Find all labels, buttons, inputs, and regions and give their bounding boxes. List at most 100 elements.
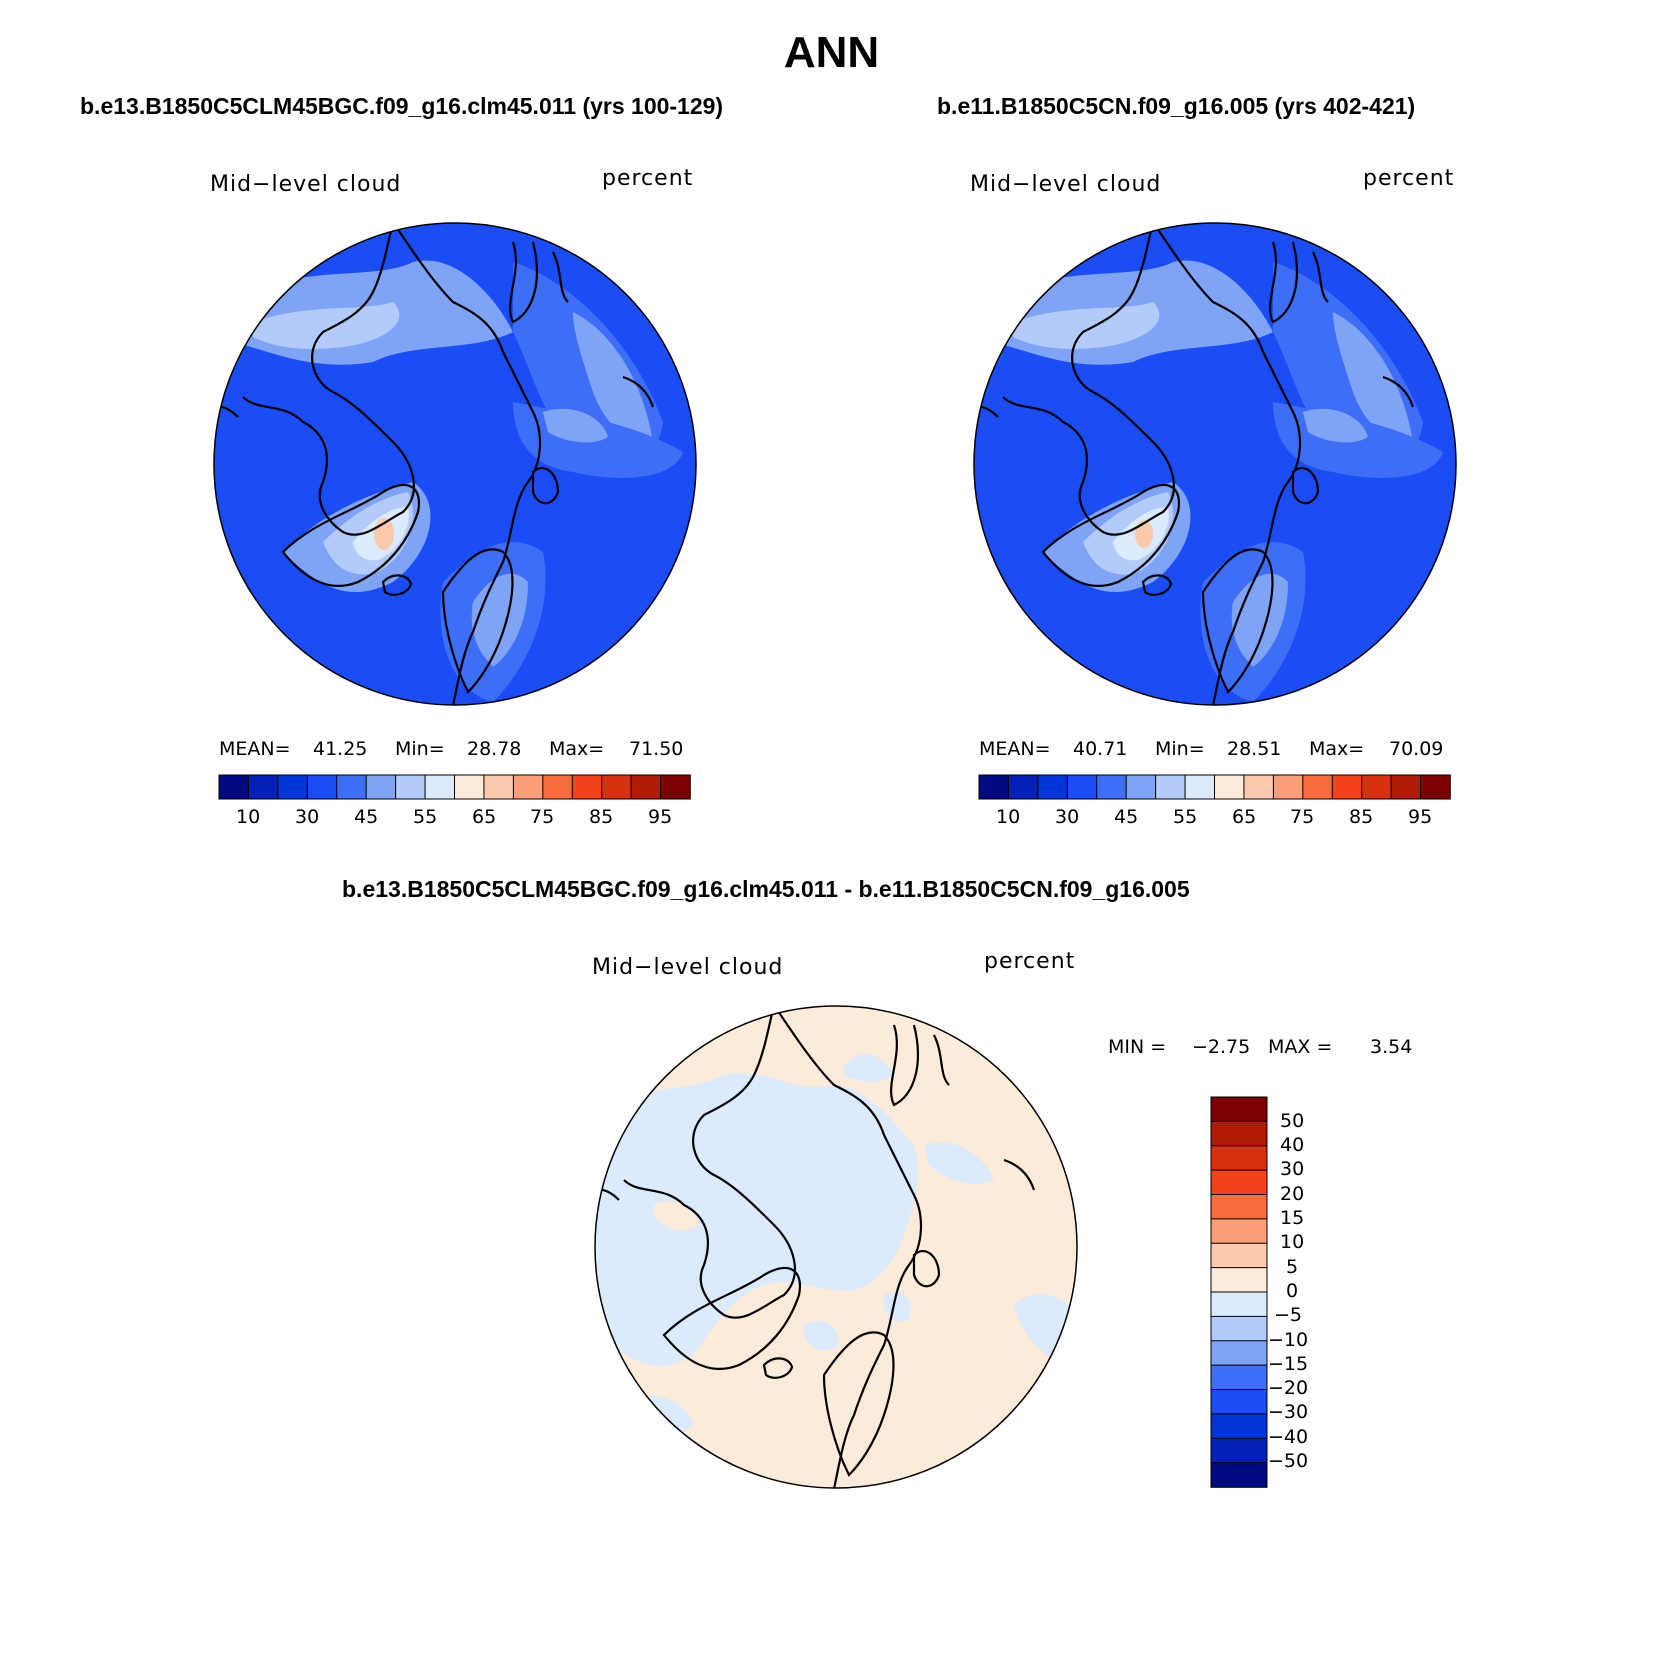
difference-units-label: percent	[984, 949, 1076, 974]
difference-colorbar-tick: −50	[1268, 1450, 1309, 1472]
difference-colorbar-tick: 15	[1280, 1207, 1305, 1229]
panel-2-colorbar-tick: 45	[1114, 806, 1139, 828]
panel-2-min-label: Min=	[1155, 738, 1205, 760]
colorbar-swatch	[1210, 1364, 1268, 1391]
colorbar-swatch	[1272, 774, 1304, 800]
panel-2-colorbar-tick: 10	[996, 806, 1021, 828]
colorbar-swatch	[483, 774, 515, 800]
panel-1-polar-map	[213, 222, 697, 706]
difference-colorbar-tick: −30	[1268, 1401, 1309, 1423]
panel-1-colorbar-tick: 55	[413, 806, 438, 828]
difference-colorbar-tick: 50	[1280, 1110, 1305, 1132]
colorbar-swatch	[1331, 774, 1363, 800]
colorbar-swatch	[1420, 774, 1451, 800]
panel-2-colorbar	[978, 774, 1451, 800]
panel-1-variable-label: Mid−level cloud	[210, 172, 402, 197]
difference-colorbar-tick: −15	[1268, 1353, 1309, 1375]
colorbar-swatch	[1210, 1096, 1268, 1123]
colorbar-swatch	[1390, 774, 1422, 800]
panel-1-case-title: b.e13.B1850C5CLM45BGC.f09_g16.clm45.011 …	[80, 93, 724, 119]
colorbar-swatch	[1361, 774, 1392, 800]
panel-2-colorbar-tick: 55	[1173, 806, 1198, 828]
difference-colorbar-tick: −20	[1268, 1377, 1309, 1399]
panel-2-colorbar-tick: 95	[1408, 806, 1433, 828]
panel-2-mean-label: MEAN=	[979, 738, 1051, 760]
colorbar-swatch	[277, 774, 309, 800]
colorbar-swatch	[1210, 1218, 1268, 1245]
colorbar-swatch	[1210, 1120, 1268, 1147]
panel-1-min-label: Min=	[395, 738, 445, 760]
panel-2-colorbar-tick: 65	[1232, 806, 1257, 828]
colorbar-swatch	[1210, 1340, 1268, 1366]
colorbar-swatch	[336, 774, 367, 800]
colorbar-swatch	[1096, 774, 1127, 800]
colorbar-swatch	[1210, 1145, 1268, 1171]
colorbar-swatch	[1210, 1291, 1268, 1318]
colorbar-swatch	[365, 774, 397, 800]
colorbar-swatch	[1210, 1413, 1268, 1440]
panel-2-polar-map	[973, 222, 1457, 706]
difference-colorbar-tick: 5	[1286, 1256, 1299, 1278]
panel-1-colorbar	[218, 774, 691, 800]
panel-1-mean-label: MEAN=	[219, 738, 291, 760]
difference-colorbar-tick: 10	[1280, 1231, 1305, 1253]
difference-polar-map	[594, 1005, 1078, 1489]
colorbar-swatch	[1210, 1389, 1268, 1415]
difference-case-title: b.e13.B1850C5CLM45BGC.f09_g16.clm45.011 …	[342, 876, 1190, 902]
colorbar-swatch	[424, 774, 456, 800]
difference-colorbar-tick: 40	[1280, 1134, 1305, 1156]
colorbar-swatch	[1243, 774, 1275, 800]
colorbar-swatch	[1210, 1194, 1268, 1220]
difference-colorbar-tick: −10	[1268, 1329, 1309, 1351]
colorbar-swatch	[1066, 774, 1098, 800]
difference-max-label: MAX =	[1268, 1036, 1333, 1058]
difference-colorbar-tick: 30	[1280, 1158, 1305, 1180]
colorbar-swatch	[247, 774, 279, 800]
colorbar-swatch	[1210, 1242, 1268, 1269]
difference-min-value: −2.75	[1192, 1036, 1251, 1058]
colorbar-swatch	[1007, 774, 1039, 800]
difference-colorbar-tick: −5	[1274, 1304, 1303, 1326]
difference-min-label: MIN =	[1108, 1036, 1167, 1058]
difference-colorbar-tick: 0	[1286, 1280, 1299, 1302]
panel-2-case-title: b.e11.B1850C5CN.f09_g16.005 (yrs 402-421…	[937, 93, 1416, 119]
panel-1-min-value: 28.78	[467, 738, 522, 760]
difference-variable-label: Mid−level cloud	[592, 955, 784, 980]
colorbar-swatch	[1210, 1462, 1268, 1488]
panel-2-colorbar-tick: 85	[1349, 806, 1374, 828]
colorbar-swatch	[1210, 1315, 1268, 1342]
panel-1-colorbar-tick: 85	[589, 806, 614, 828]
colorbar-swatch	[1210, 1437, 1268, 1464]
panel-1-colorbar-tick: 65	[472, 806, 497, 828]
panel-2-max-value: 70.09	[1389, 738, 1444, 760]
panel-2-min-value: 28.51	[1227, 738, 1282, 760]
panel-1-colorbar-tick: 45	[354, 806, 379, 828]
panel-1-colorbar-tick: 95	[648, 806, 673, 828]
colorbar-swatch	[978, 774, 1010, 800]
colorbar-swatch	[1125, 774, 1157, 800]
colorbar-swatch	[630, 774, 662, 800]
colorbar-swatch	[306, 774, 338, 800]
panel-2-units-label: percent	[1363, 166, 1455, 191]
colorbar-swatch	[1302, 774, 1334, 800]
difference-colorbar-tick: −40	[1268, 1426, 1309, 1448]
colorbar-swatch	[512, 774, 544, 800]
colorbar-swatch	[1184, 774, 1216, 800]
colorbar-swatch	[660, 774, 691, 800]
panel-1-mean-value: 41.25	[313, 738, 368, 760]
panel-1-colorbar-tick: 30	[295, 806, 320, 828]
panel-2-mean-value: 40.71	[1073, 738, 1128, 760]
colorbar-swatch	[542, 774, 574, 800]
difference-colorbar-tick: 20	[1280, 1183, 1305, 1205]
difference-max-value: 3.54	[1370, 1036, 1413, 1058]
panel-1-colorbar-tick: 75	[530, 806, 555, 828]
colorbar-swatch	[1037, 774, 1069, 800]
colorbar-swatch	[1214, 774, 1245, 800]
colorbar-swatch	[1155, 774, 1186, 800]
panel-1-max-label: Max=	[549, 738, 605, 760]
panel-2-colorbar-tick: 30	[1055, 806, 1080, 828]
figure-title: ANN	[783, 28, 880, 77]
colorbar-swatch	[601, 774, 632, 800]
colorbar-swatch	[454, 774, 485, 800]
colorbar-swatch	[1210, 1267, 1268, 1293]
